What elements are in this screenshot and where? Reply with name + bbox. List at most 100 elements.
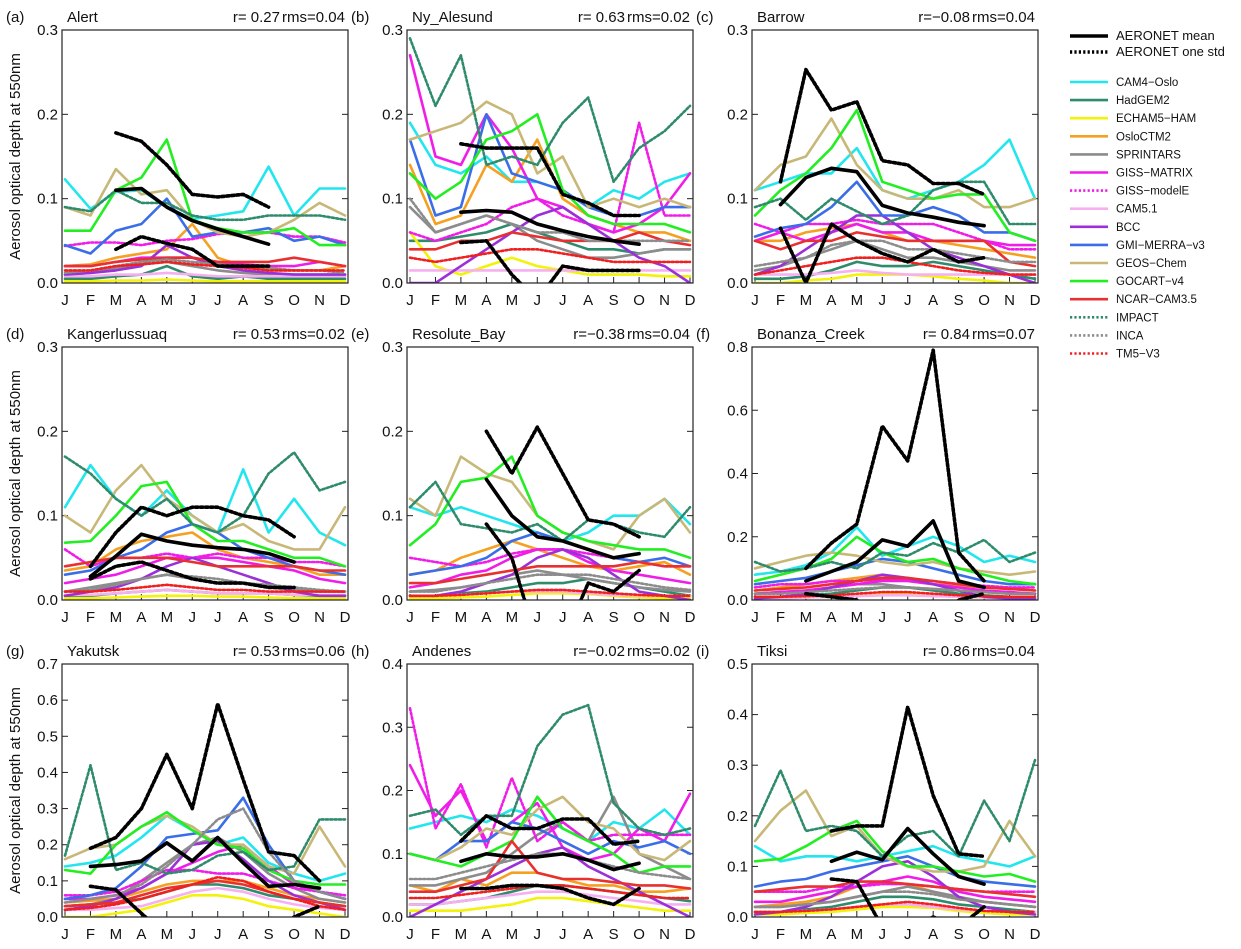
series-gmi-merra-v3 xyxy=(753,180,1037,243)
month-label: N xyxy=(659,926,670,943)
series-tm5-v3 xyxy=(753,590,1037,599)
series-giss-matrix xyxy=(63,556,347,585)
month-label: N xyxy=(659,292,670,309)
series-gocart-v4 xyxy=(408,795,692,875)
month-label: J xyxy=(751,926,759,943)
aeronet-mean-line xyxy=(804,519,986,590)
series-geos-chem xyxy=(753,117,1037,209)
y-tick-label: 0.2 xyxy=(727,808,748,825)
series-echam5-ham xyxy=(753,905,1037,916)
series-cam5-1 xyxy=(63,886,347,912)
series-giss-modele xyxy=(63,868,347,897)
month-label: M xyxy=(800,926,813,943)
series-group xyxy=(753,705,1037,917)
y-tick-label: 0.2 xyxy=(382,106,403,123)
y-axis-label: Aerosol optical depth at 550nm xyxy=(7,370,24,577)
series-giss-modele xyxy=(753,578,1037,589)
panel-letter: (b) xyxy=(351,9,369,26)
station-title: Tiksi xyxy=(757,643,787,660)
panel-letter: (i) xyxy=(696,643,709,660)
month-label: F xyxy=(776,926,785,943)
y-tick-label: 0.1 xyxy=(382,508,403,525)
aeronet-std-lower xyxy=(829,877,986,917)
month-label: A xyxy=(826,292,836,309)
month-label: J xyxy=(406,926,414,943)
plot-frame xyxy=(61,663,349,918)
month-label: M xyxy=(110,926,123,943)
series-osloctm2 xyxy=(753,222,1037,260)
series-gocart-v4 xyxy=(408,113,692,234)
series-group xyxy=(63,451,347,600)
series-echam5-ham xyxy=(408,591,692,600)
legend-label: AERONET one std xyxy=(1116,44,1225,59)
series-inca xyxy=(408,197,692,243)
plot-frame xyxy=(751,663,1039,918)
series-ncar-cam3-5 xyxy=(408,839,692,894)
series-bcc xyxy=(753,859,1037,916)
series-group xyxy=(753,348,1037,600)
correlation-label: r=−0.02 xyxy=(573,643,625,660)
series-bcc xyxy=(753,214,1037,283)
panel-yakutsk: (g) Yakutsk r= 0.53 rms=0.06 0.0 0.1 0.2 0.3 0.4… xyxy=(6,643,351,943)
series-gmi-merra-v3 xyxy=(753,557,1037,586)
month-label: A xyxy=(583,926,593,943)
month-label: M xyxy=(110,609,123,626)
month-label: O xyxy=(978,926,990,943)
month-label: D xyxy=(340,609,351,626)
plot-frame xyxy=(751,346,1039,601)
aeronet-std-upper xyxy=(114,131,271,209)
rms-label: rms=0.02 xyxy=(282,326,345,343)
month-label: A xyxy=(826,609,836,626)
series-cam4-oslo xyxy=(408,808,692,843)
series-group xyxy=(753,67,1037,283)
month-label: J xyxy=(534,609,542,626)
y-tick-label: 0.7 xyxy=(37,656,58,673)
aeronet-std-upper xyxy=(778,67,986,197)
series-gocart-v4 xyxy=(408,455,692,560)
month-label: M xyxy=(455,609,468,626)
y-tick-label: 0.2 xyxy=(37,837,58,854)
series-inca xyxy=(753,239,1037,268)
series-impact xyxy=(753,538,1037,573)
y-tick-label: 0.3 xyxy=(37,339,58,356)
legend-label: SPRINTARS xyxy=(1116,149,1181,161)
station-title: Yakutsk xyxy=(67,643,120,660)
legend-label: NCAR−CAM3.5 xyxy=(1116,294,1197,306)
y-tick-label: 0.6 xyxy=(727,402,748,419)
month-label: M xyxy=(161,292,174,309)
y-tick-label: 0.3 xyxy=(382,22,403,39)
month-label: M xyxy=(506,609,519,626)
month-label: A xyxy=(583,609,593,626)
series-impact xyxy=(753,180,1037,226)
plot-frame xyxy=(406,29,694,284)
month-label: N xyxy=(1004,609,1015,626)
aeronet-std-lower xyxy=(484,522,641,600)
month-label: J xyxy=(559,292,567,309)
series-geos-chem xyxy=(753,789,1037,873)
month-label: F xyxy=(431,292,440,309)
correlation-label: r= 0.63 xyxy=(578,9,625,26)
panel-tiksi: (i) Tiksi r= 0.86 rms=0.04 0.0 0.1 0.2 0.3 0.4 0.… xyxy=(696,643,1041,943)
series-echam5-ham xyxy=(63,893,347,917)
month-label: M xyxy=(800,609,813,626)
series-giss-modele xyxy=(408,121,692,243)
rms-label: rms=0.04 xyxy=(282,9,345,26)
legend-label: INCA xyxy=(1116,330,1144,342)
series-impact xyxy=(408,37,692,184)
correlation-label: r=−0.08 xyxy=(918,9,970,26)
series-bcc xyxy=(408,846,692,917)
month-label: M xyxy=(506,292,519,309)
month-label: J xyxy=(904,609,912,626)
month-label: A xyxy=(136,926,146,943)
station-title: Alert xyxy=(67,9,99,26)
month-label: J xyxy=(61,609,69,626)
month-label: J xyxy=(751,609,759,626)
correlation-label: r= 0.53 xyxy=(233,643,280,660)
series-gmi-merra-v3 xyxy=(408,113,692,217)
plot-frame xyxy=(406,663,694,918)
y-tick-label: 0.2 xyxy=(37,423,58,440)
month-label: N xyxy=(1004,292,1015,309)
series-geos-chem xyxy=(753,551,1037,577)
y-tick-label: 0.2 xyxy=(727,529,748,546)
y-tick-label: 0.3 xyxy=(727,22,748,39)
